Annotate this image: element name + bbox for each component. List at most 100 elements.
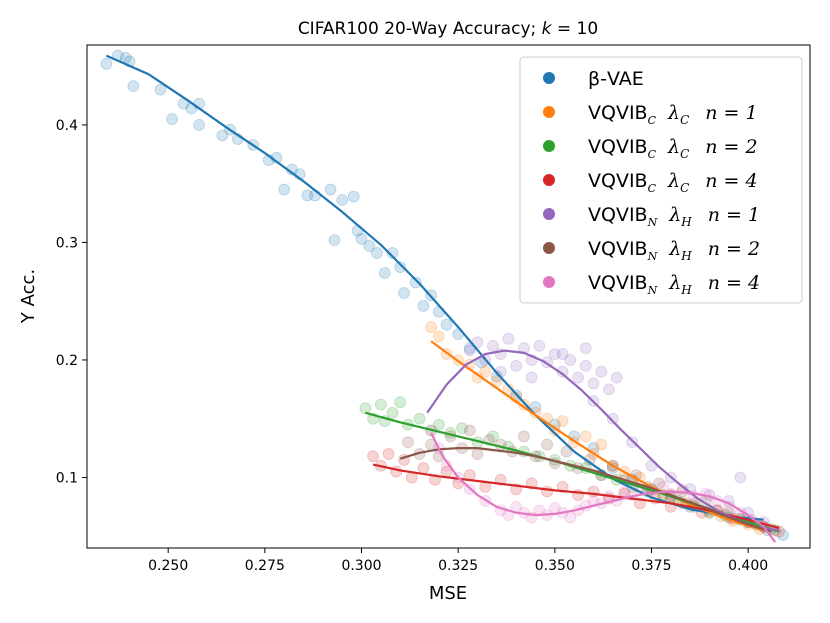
scatter-point	[367, 450, 380, 463]
scatter-point	[394, 261, 407, 274]
x-axis: 0.250 0.275 0.300 0.325 0.350 0.375 0.400	[148, 548, 768, 574]
scatter-point	[510, 359, 523, 372]
scatter-point	[734, 471, 747, 484]
x-tick-label: 0.400	[728, 558, 768, 574]
scatter-point	[432, 418, 445, 431]
scatter-point	[154, 83, 167, 96]
scatter-point	[587, 377, 600, 390]
scatter-point	[278, 183, 291, 196]
scatter-point	[603, 383, 615, 396]
scatter-point	[374, 398, 387, 411]
scatter-point	[398, 287, 410, 299]
scatter-point	[301, 189, 314, 202]
scatter-point	[490, 375, 503, 388]
scatter-point	[777, 529, 789, 541]
scatter-point	[626, 436, 639, 449]
scatter-point	[560, 445, 573, 458]
y-axis-label: Y Acc.	[18, 269, 39, 324]
scatter-point	[610, 371, 623, 384]
plot-area	[100, 49, 789, 543]
series-5-fit-line	[399, 447, 772, 533]
legend-marker	[543, 242, 555, 254]
scatter-point	[216, 129, 229, 142]
scatter-point	[541, 485, 553, 498]
scatter-point	[548, 424, 561, 437]
legend-label: VQVIBC λC n = 2	[588, 136, 758, 161]
scatter-point	[402, 436, 414, 449]
scatter-point	[548, 348, 561, 360]
scatter-point	[595, 438, 608, 451]
scatter-point	[417, 462, 430, 474]
scatter-point	[347, 190, 360, 203]
y-tick-label: 0.1	[56, 470, 78, 486]
legend-label: VQVIBN λH n = 2	[588, 238, 760, 263]
scatter-point	[564, 354, 577, 366]
scatter-point	[541, 438, 553, 451]
legend-label: β-VAE	[588, 68, 644, 90]
legend-frame	[519, 56, 803, 304]
x-axis-label: MSE	[429, 583, 467, 604]
scatter-point	[386, 247, 399, 259]
scatter-point	[487, 430, 499, 443]
series-1-fit-line	[430, 340, 764, 532]
x-tick-label: 0.300	[341, 558, 381, 574]
scatter-point	[606, 412, 619, 425]
scatter-point	[371, 247, 383, 259]
scatter-point	[490, 370, 503, 383]
scatter-point	[409, 276, 422, 289]
y-tick-label: 0.2	[56, 353, 78, 369]
legend-marker	[543, 174, 555, 186]
legend-marker	[543, 106, 555, 118]
scatter-point	[556, 480, 569, 493]
scatter-point	[487, 339, 499, 352]
scatter-point	[529, 401, 542, 413]
scatter-point	[166, 113, 178, 125]
scatter-point	[363, 240, 376, 252]
scatter-point	[440, 318, 453, 331]
scatter-point	[525, 371, 538, 384]
legend-marker	[543, 208, 555, 220]
scatter-point	[425, 321, 438, 333]
scatter-point	[359, 402, 372, 415]
scatter-point	[432, 305, 445, 318]
scatter-point	[324, 183, 337, 196]
legend-marker	[543, 140, 555, 152]
scatter-point	[463, 424, 476, 437]
scatter-point	[572, 371, 584, 384]
legend-label: VQVIBN λH n = 4	[588, 272, 760, 297]
legend: β-VAE VQVIBC λC n = 1 VQVIBC λC n = 2 VQVIBC λC n…	[519, 56, 803, 304]
scatter-point	[502, 332, 515, 345]
scatter-point	[127, 80, 140, 93]
y-axis: 0.1 0.2 0.3 0.4	[56, 118, 87, 486]
scatter-point	[355, 233, 368, 245]
scatter-point	[417, 300, 430, 312]
series-6-fit-line	[430, 432, 777, 543]
chart-title: CIFAR100 20-Way Accuracy; k = 10	[298, 19, 598, 39]
legend-label: VQVIBC λC n = 4	[588, 170, 758, 195]
scatter-point	[432, 330, 445, 343]
scatter-point	[595, 365, 608, 378]
plot-frame	[86, 44, 811, 549]
scatter-point	[471, 448, 484, 460]
scatter-point	[529, 406, 542, 419]
x-tick-label: 0.250	[148, 558, 188, 574]
y-tick-label: 0.3	[56, 235, 78, 251]
scatter-point	[413, 412, 426, 425]
scatter-point	[579, 342, 592, 355]
scatter-point	[556, 348, 569, 360]
scatter-point	[328, 234, 341, 246]
scatter-point	[336, 194, 349, 207]
x-tick-label: 0.275	[245, 558, 285, 574]
legend-marker	[543, 72, 555, 84]
scatter-point	[525, 477, 538, 490]
x-tick-label: 0.350	[535, 558, 575, 574]
scatter-point	[193, 119, 206, 131]
y-tick-label: 0.4	[56, 118, 78, 134]
scatter-point	[517, 398, 530, 411]
scatter-point	[382, 448, 395, 460]
x-tick-label: 0.325	[438, 558, 478, 574]
scatter-point	[579, 359, 592, 372]
scatter-point	[579, 430, 592, 443]
scatter-point	[517, 430, 530, 443]
